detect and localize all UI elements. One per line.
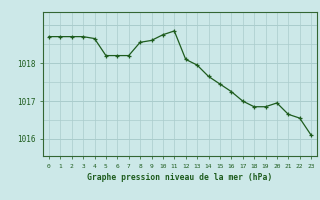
X-axis label: Graphe pression niveau de la mer (hPa): Graphe pression niveau de la mer (hPa) xyxy=(87,173,273,182)
